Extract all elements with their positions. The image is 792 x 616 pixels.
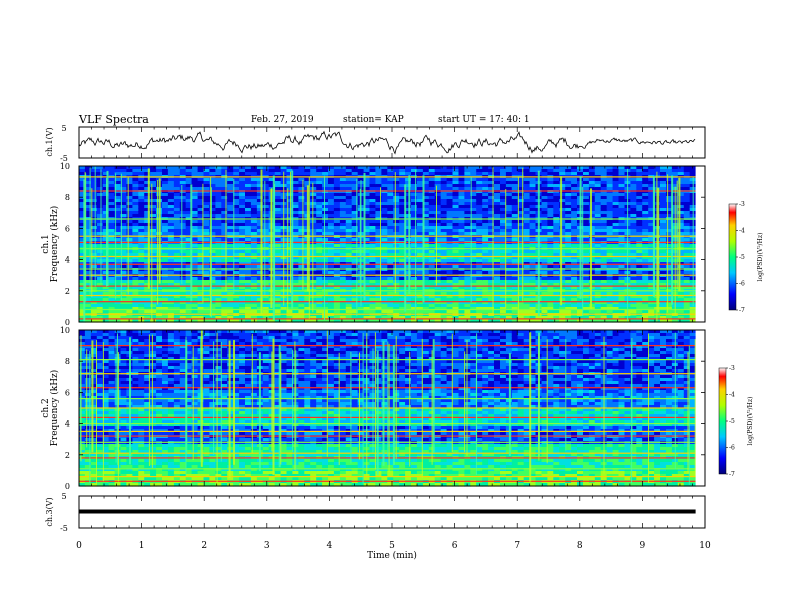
figure-title: VLF Spectra: [79, 113, 149, 126]
ch1-waveform-ylabel: ch.1(V): [45, 127, 54, 156]
station-label: station= KAP: [343, 115, 404, 125]
start-time-label: start UT = 17: 40: 1: [438, 115, 530, 125]
ch1-waveform-panel: 5 -5 ch.1(V): [45, 124, 705, 163]
date-label: Feb. 27, 2019: [251, 115, 314, 125]
ch1-spectrogram-image: [79, 166, 705, 323]
ch1-ytick-top: 5: [61, 124, 66, 133]
